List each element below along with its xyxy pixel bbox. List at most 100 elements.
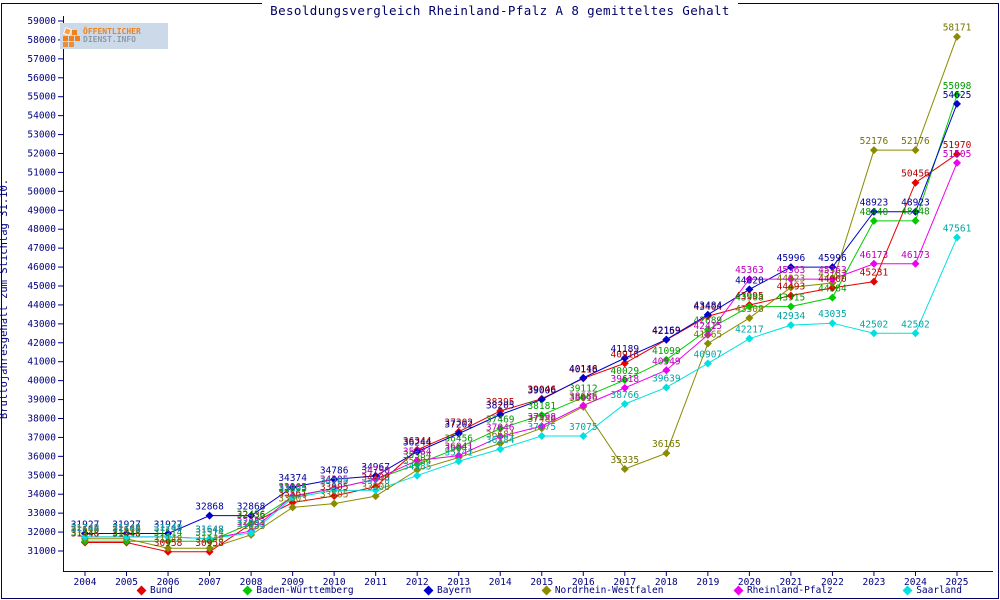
series-line-4: [85, 162, 958, 540]
y-tick-label: 36000: [27, 451, 56, 462]
data-point-marker: [828, 275, 837, 284]
y-tick-label: 45000: [27, 281, 56, 292]
y-tick-label: 48000: [27, 224, 56, 235]
data-point-label: 33505: [320, 490, 349, 501]
legend-marker-icon: [902, 585, 913, 595]
data-point-label: 40029: [611, 366, 640, 377]
x-tick-label: 2022: [821, 577, 844, 588]
data-point-marker: [537, 411, 546, 420]
data-point-marker: [662, 383, 671, 392]
legend-item-baden-w-rttemberg: Baden-Württemberg: [242, 584, 354, 596]
x-tick-label: 2009: [281, 577, 304, 588]
chart-title-text: Besoldungsvergleich Rheinland-Pfalz A 8 …: [262, 3, 738, 18]
data-point-marker: [786, 321, 795, 330]
data-point-marker: [953, 90, 961, 99]
data-point-label: 31514: [195, 527, 224, 538]
data-point-label: 37046: [486, 423, 515, 434]
logo-line1: ÖFFENTLICHER: [83, 27, 141, 36]
legend-label: Baden-Württemberg: [256, 584, 354, 596]
y-tick-label: 37000: [27, 432, 56, 443]
data-point-label: 31648: [71, 525, 100, 536]
data-point-marker: [911, 178, 920, 187]
data-point-marker: [828, 283, 837, 292]
legend-label: Bayern: [437, 584, 472, 596]
data-point-label: 32868: [237, 502, 266, 513]
x-tick-label: 2013: [447, 577, 470, 588]
data-point-marker: [454, 429, 463, 438]
data-point-label: 31853: [237, 521, 266, 532]
data-point-marker: [288, 483, 297, 492]
data-point-label: 39112: [569, 383, 598, 394]
data-point-label: 33805: [278, 484, 307, 495]
data-point-marker: [330, 475, 339, 484]
data-point-marker: [330, 486, 339, 495]
data-point-label: 37202: [444, 420, 473, 431]
data-point-label: 31748: [71, 523, 100, 534]
data-point-label: 36456: [444, 434, 473, 445]
data-point-label: 58171: [943, 23, 972, 34]
legend-item-nordrhein-westfalen: Nordrhein-Westfalen: [541, 584, 664, 596]
data-point-label: 33561: [278, 489, 307, 500]
data-point-marker: [371, 475, 380, 484]
data-point-label: 36244: [403, 438, 432, 449]
x-tick-label: 2025: [946, 577, 969, 588]
legend-label: Nordrhein-Westfalen: [554, 584, 664, 596]
data-point-label: 45363: [818, 265, 847, 276]
data-point-label: 41189: [611, 344, 640, 355]
data-point-label: 31448: [71, 529, 100, 540]
y-tick-label: 35000: [27, 470, 56, 481]
data-point-label: 48448: [901, 207, 930, 218]
data-point-marker: [413, 447, 422, 456]
data-point-label: 40118: [569, 364, 598, 375]
data-point-label: 33905: [320, 482, 349, 493]
data-point-marker: [496, 445, 505, 454]
data-point-label: 42169: [652, 326, 681, 337]
data-point-label: 38181: [527, 401, 556, 412]
y-tick-label: 38000: [27, 414, 56, 425]
data-point-marker: [247, 511, 256, 520]
data-point-label: 37469: [486, 415, 515, 426]
data-point-label: 32436: [237, 510, 266, 521]
data-point-label: 42689: [694, 316, 723, 327]
x-tick-label: 2019: [696, 577, 719, 588]
data-point-label: 30958: [154, 538, 183, 549]
data-point-label: 35941: [444, 443, 473, 454]
data-point-label: 34985: [403, 462, 432, 473]
y-tick-label: 58000: [27, 35, 56, 46]
data-point-marker: [330, 499, 339, 508]
data-point-label: 45996: [818, 253, 847, 264]
chart-title: Besoldungsvergleich Rheinland-Pfalz A 8 …: [0, 0, 1000, 19]
y-tick-label: 43000: [27, 319, 56, 330]
data-point-label: 40907: [694, 349, 723, 360]
data-point-label: 36684: [486, 429, 515, 440]
data-point-marker: [371, 486, 380, 495]
data-point-marker: [454, 443, 463, 452]
data-point-label: 44820: [735, 275, 764, 286]
x-tick-label: 2024: [904, 577, 927, 588]
data-point-label: 47561: [943, 224, 972, 235]
data-point-label: 42415: [694, 321, 723, 332]
x-tick-label: 2020: [738, 577, 761, 588]
data-point-marker: [745, 285, 754, 294]
data-point-label: 30958: [195, 538, 224, 549]
x-tick-label: 2014: [489, 577, 512, 588]
data-point-label: 35784: [403, 446, 432, 457]
data-point-marker: [786, 302, 795, 311]
data-point-label: 46173: [860, 250, 889, 261]
data-point-marker: [620, 464, 629, 473]
x-tick-label: 2023: [863, 577, 886, 588]
data-point-label: 33303: [278, 493, 307, 504]
data-point-label: 36384: [486, 435, 515, 446]
data-point-label: 43308: [735, 304, 764, 315]
legend-item-bayern: Bayern: [423, 584, 472, 596]
data-point-label: 43995: [735, 291, 764, 302]
data-point-marker: [662, 335, 671, 344]
data-point-label: 34305: [320, 474, 349, 485]
data-point-marker: [496, 432, 505, 441]
data-point-label: 37302: [444, 418, 473, 429]
y-tick-label: 46000: [27, 262, 56, 273]
data-point-label: 31448: [112, 529, 141, 540]
data-point-marker: [786, 263, 795, 272]
data-point-marker: [164, 532, 173, 541]
